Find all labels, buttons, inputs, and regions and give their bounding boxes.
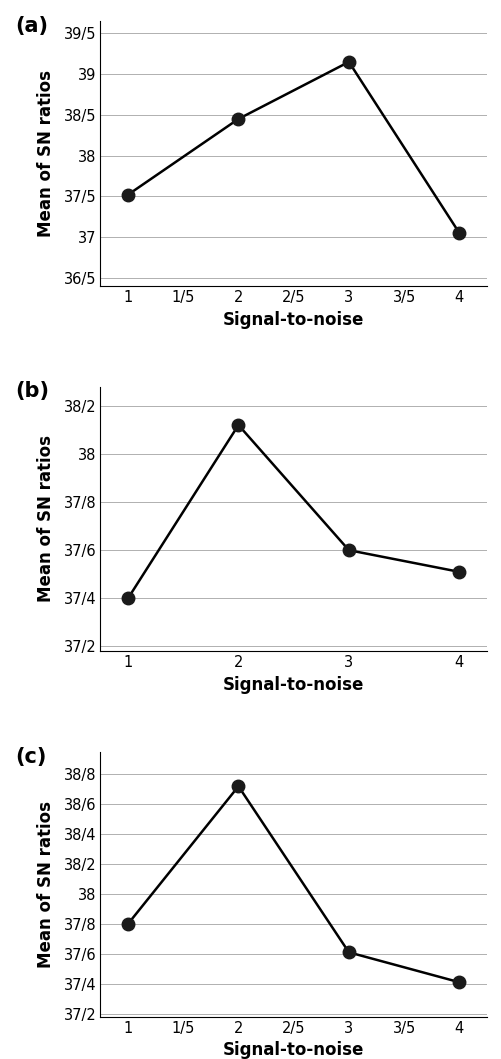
X-axis label: Signal-to-noise: Signal-to-noise: [222, 1041, 364, 1059]
Text: (a): (a): [16, 16, 48, 36]
Y-axis label: Mean of SN ratios: Mean of SN ratios: [37, 435, 55, 603]
X-axis label: Signal-to-noise: Signal-to-noise: [222, 676, 364, 694]
Y-axis label: Mean of SN ratios: Mean of SN ratios: [37, 70, 55, 237]
X-axis label: Signal-to-noise: Signal-to-noise: [222, 310, 364, 328]
Y-axis label: Mean of SN ratios: Mean of SN ratios: [37, 801, 55, 968]
Text: (b): (b): [16, 381, 49, 401]
Text: (c): (c): [16, 747, 47, 767]
